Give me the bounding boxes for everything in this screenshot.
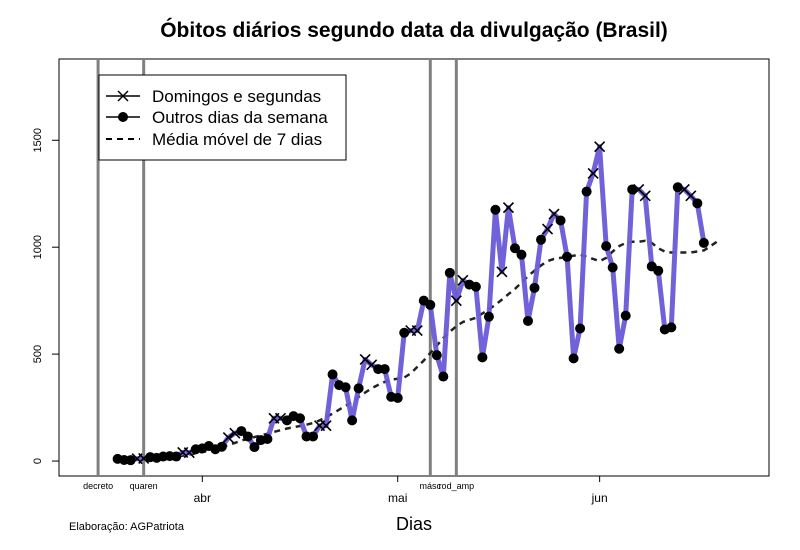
data-point-dot	[562, 251, 573, 262]
data-point-dot	[692, 198, 703, 209]
data-point-dot	[327, 369, 338, 380]
data-point-dot	[438, 371, 449, 382]
data-point-dot	[262, 434, 273, 445]
legend-x-marker-icon	[117, 90, 129, 102]
data-point-dot	[601, 241, 612, 252]
data-point-x	[541, 223, 554, 235]
data-point-dot	[444, 267, 455, 278]
data-point-dot	[431, 350, 442, 361]
data-point-x	[502, 202, 515, 214]
data-point-x	[496, 266, 508, 278]
data-point-dot	[340, 382, 351, 393]
data-point-x	[359, 353, 371, 366]
data-point-dot	[581, 186, 592, 197]
y-tick-label: 1500	[32, 128, 44, 152]
data-point-dot	[425, 299, 436, 310]
caption: Elaboração: AGPatriota	[69, 521, 185, 533]
data-point-x	[594, 141, 606, 153]
event-label-másc: másc	[420, 481, 442, 491]
data-point-dot	[529, 282, 540, 293]
data-point-dot	[470, 281, 481, 292]
legend-label-moving-average: Média móvel de 7 dias	[152, 130, 322, 149]
data-point-dot	[516, 249, 527, 260]
data-point-dot	[477, 352, 488, 363]
y-axis: 0 500 1000 1500	[32, 128, 59, 464]
chart-title: Óbitos diários segundo data da divulgaçã…	[160, 18, 668, 42]
legend-dot-marker-icon	[118, 112, 128, 122]
data-point-dot	[308, 431, 319, 442]
data-point-dot	[575, 323, 586, 334]
data-point-x	[450, 295, 462, 307]
x-axis-label: Dias	[396, 514, 432, 534]
data-point-dot	[347, 415, 358, 426]
y-tick-label: 500	[32, 345, 44, 363]
plot-frame	[58, 58, 770, 477]
data-point-dot	[392, 392, 403, 403]
data-point-x	[320, 420, 332, 432]
event-label-decreto: decreto	[83, 481, 113, 491]
y-tick-label: 0	[32, 458, 44, 464]
data-point-x	[639, 190, 651, 202]
x-axis: abr mai jun	[194, 476, 608, 505]
data-point-dot	[216, 441, 227, 452]
x-tick-label-mai: mai	[388, 491, 407, 505]
data-point-dot	[555, 215, 566, 226]
data-point-dot	[614, 343, 625, 354]
data-point-dot	[379, 364, 390, 375]
daily-deaths-line	[117, 144, 707, 463]
data-point-dot	[522, 315, 533, 326]
data-point-dot	[242, 431, 253, 442]
data-point-dot	[295, 413, 306, 424]
y-tick-label: 1000	[32, 235, 44, 259]
data-point-x	[411, 325, 423, 337]
data-point-dot	[607, 262, 618, 273]
x-tick-label-jun: jun	[591, 491, 608, 505]
data-point-dot	[353, 383, 364, 394]
data-point-dot	[171, 451, 182, 462]
data-point-x	[222, 431, 234, 444]
data-point-dot	[536, 234, 547, 245]
data-point-dot	[666, 322, 677, 333]
event-label-quaren: quaren	[130, 481, 158, 491]
data-point-x	[587, 167, 599, 179]
data-point-x	[685, 190, 697, 202]
data-point-dot	[653, 265, 664, 276]
event-label-rod_amp: rod_amp	[439, 481, 475, 491]
data-point-dot	[620, 310, 631, 321]
data-point-dot	[698, 237, 709, 248]
daily-deaths-series	[112, 141, 709, 466]
data-point-dot	[490, 204, 501, 215]
data-point-dot	[483, 311, 494, 322]
legend: Domingos e segundas Outros dias da seman…	[98, 74, 347, 161]
data-point-dot	[568, 353, 579, 364]
legend-label-other-days: Outros dias da semana	[152, 108, 328, 127]
legend-box	[98, 74, 347, 161]
data-point-dot	[509, 243, 520, 254]
data-point-dot	[627, 184, 638, 195]
x-tick-label-abr: abr	[194, 491, 211, 505]
data-point-dot	[249, 442, 260, 453]
legend-label-sundays: Domingos e segundas	[152, 87, 321, 106]
